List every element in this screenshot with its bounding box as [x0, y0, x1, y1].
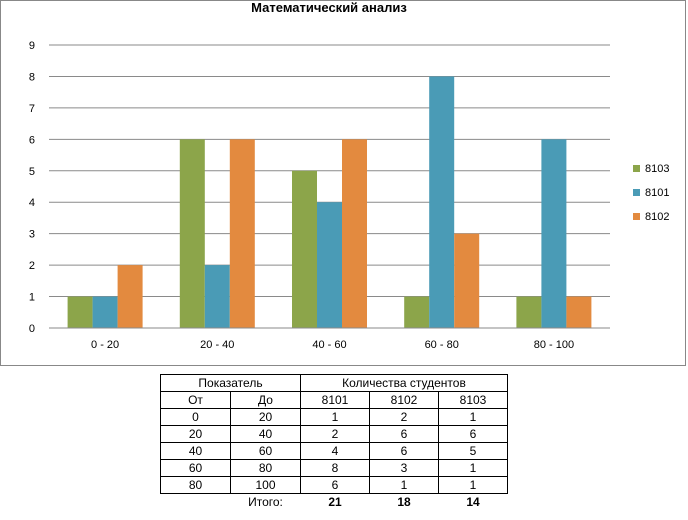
- count-cell: 5: [438, 442, 508, 460]
- count-cell: 1: [438, 459, 508, 477]
- table-row: 40 60 4 6 5: [160, 442, 508, 460]
- count-cell: 1: [300, 408, 370, 426]
- y-tick-label: 0: [29, 323, 35, 335]
- total-cell: 14: [466, 494, 480, 509]
- chart-frame: Математический анализ 0 1 2 3 4 5 6 7 8 9 0 - 20 20…: [0, 0, 686, 366]
- to-cell: 20: [230, 408, 301, 426]
- legend-swatch: [633, 213, 640, 220]
- statistics-table-container: Показатель Количества студентов От До 81…: [160, 374, 508, 510]
- chart-title: Математический анализ: [251, 1, 407, 15]
- statistics-table: Показатель Количества студентов От До 81…: [160, 374, 508, 510]
- from-cell: 20: [160, 425, 231, 443]
- bar-8101-4: [541, 139, 567, 328]
- table-header-row: Показатель Количества студентов: [160, 374, 508, 392]
- bar-8102-2: [342, 139, 367, 328]
- table-subheader-row: От До 8101 8102 8103: [160, 391, 508, 409]
- bar-8102-4: [566, 296, 592, 328]
- x-tick-label: 0 - 20: [91, 339, 119, 351]
- to-header: До: [230, 391, 301, 409]
- group-header: 8103: [438, 391, 508, 409]
- y-tick-label: 7: [29, 103, 35, 115]
- count-cell: 8: [300, 459, 370, 477]
- y-tick-label: 1: [29, 292, 35, 304]
- bar-8101-0: [92, 296, 118, 328]
- bar-8103-3: [404, 296, 430, 328]
- count-cell: 1: [438, 408, 508, 426]
- count-cell: 6: [438, 425, 508, 443]
- count-cell: 4: [300, 442, 370, 460]
- y-tick-label: 4: [29, 197, 35, 209]
- to-cell: 100: [230, 476, 301, 494]
- total-row: Итого: 21 18 14: [161, 494, 508, 511]
- bar-8102-1: [229, 139, 255, 328]
- bar-8102-3: [454, 233, 480, 328]
- y-tick-label: 6: [29, 134, 35, 146]
- count-cell: 3: [369, 459, 439, 477]
- from-cell: 0: [160, 408, 231, 426]
- count-cell: 2: [300, 425, 370, 443]
- indicator-header: Показатель: [160, 374, 301, 392]
- bar-8101-2: [317, 202, 342, 328]
- y-tick-label: 2: [29, 260, 35, 272]
- total-cell: 21: [328, 494, 342, 509]
- bar-chart: Математический анализ 0 1 2 3 4 5 6 7 8 9 0 - 20 20…: [29, 1, 670, 351]
- y-tick-label: 3: [29, 229, 35, 241]
- x-tick-label: 60 - 80: [425, 339, 459, 351]
- count-cell: 1: [369, 476, 439, 494]
- legend-label: 8101: [645, 187, 669, 199]
- count-cell: 6: [369, 442, 439, 460]
- to-cell: 40: [230, 425, 301, 443]
- bar-8103-0: [67, 296, 93, 328]
- to-cell: 60: [230, 442, 301, 460]
- from-header: От: [160, 391, 231, 409]
- count-cell: 1: [438, 476, 508, 494]
- from-cell: 60: [160, 459, 231, 477]
- x-tick-label: 80 - 100: [534, 339, 574, 351]
- from-cell: 40: [160, 442, 231, 460]
- y-tick-label: 5: [29, 166, 35, 178]
- x-tick-label: 40 - 60: [312, 339, 346, 351]
- count-cell: 6: [300, 476, 370, 494]
- from-cell: 80: [160, 476, 231, 494]
- bar-8101-3: [429, 76, 455, 328]
- total-label: Итого:: [248, 494, 283, 509]
- table-row: 60 80 8 3 1: [160, 459, 508, 477]
- group-header: 8101: [300, 391, 370, 409]
- bar-8101-1: [204, 265, 230, 328]
- legend-swatch: [633, 165, 640, 172]
- legend-swatch: [633, 189, 640, 196]
- count-cell: 2: [369, 408, 439, 426]
- group-header: 8102: [369, 391, 439, 409]
- students-count-header: Количества студентов: [300, 374, 508, 392]
- to-cell: 80: [230, 459, 301, 477]
- y-tick-label: 8: [29, 71, 35, 83]
- y-tick-label: 9: [29, 40, 35, 52]
- bar-8103-1: [179, 139, 205, 328]
- legend-label: 8103: [645, 163, 669, 175]
- table-row: 0 20 1 2 1: [160, 408, 508, 426]
- bar-8103-2: [292, 170, 317, 328]
- total-cell: 18: [397, 494, 411, 509]
- x-tick-label: 20 - 40: [200, 339, 234, 351]
- count-cell: 6: [369, 425, 439, 443]
- table-row: 80 100 6 1 1: [160, 476, 508, 494]
- bar-8103-4: [516, 296, 542, 328]
- table-row: 20 40 2 6 6: [160, 425, 508, 443]
- legend-label: 8102: [645, 211, 669, 223]
- bar-8102-0: [117, 265, 143, 328]
